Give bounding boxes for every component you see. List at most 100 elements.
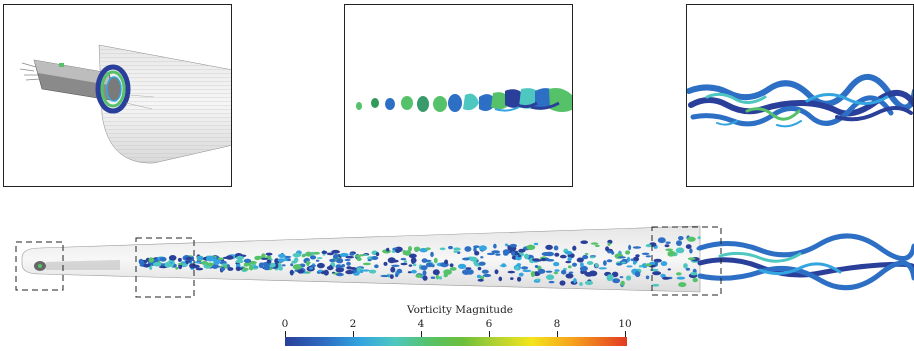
vortex-blob — [206, 255, 215, 262]
vortex-blob — [339, 252, 349, 257]
vortex-blob — [625, 250, 631, 255]
vortex-blob — [559, 280, 566, 286]
vortex-blob — [220, 266, 225, 272]
vortex-blob — [495, 253, 501, 256]
vortex-blob — [443, 269, 452, 275]
vortex-blob — [362, 269, 370, 272]
inlet-render — [19, 44, 231, 164]
vortex-blob — [277, 262, 282, 269]
vortex-blob — [391, 250, 396, 253]
vortex-blob — [301, 254, 306, 258]
vortex-blob — [400, 257, 407, 261]
vortex-blob — [478, 261, 486, 266]
inset-panel-wake — [686, 4, 914, 187]
vortex-blob — [632, 260, 637, 265]
vortex-blob — [466, 269, 474, 275]
vortex-blob — [567, 265, 572, 269]
vortex-blob — [477, 266, 482, 271]
colorbar-title: Vorticity Magnitude — [406, 304, 514, 316]
vortex-blob — [572, 262, 577, 267]
vortex-blob — [197, 256, 204, 261]
full-domain-view — [0, 218, 914, 300]
vortex-blob — [260, 257, 268, 260]
vortex-blob — [616, 262, 623, 266]
vortex-blob — [389, 274, 394, 279]
vortex-blob — [258, 262, 264, 269]
vortex-blob — [243, 258, 252, 263]
vortex-blob — [665, 248, 674, 252]
vortex-blob — [626, 275, 632, 281]
vortex-blob — [501, 263, 506, 268]
vortex-blob — [633, 256, 640, 262]
vortex-blob — [403, 250, 412, 256]
vortex-blob — [697, 236, 701, 240]
vortex-blob — [223, 265, 228, 269]
vortex-blob — [653, 258, 662, 263]
vortex-blob — [375, 252, 380, 257]
vortex-blob — [316, 257, 323, 260]
vortex-blob — [425, 262, 433, 268]
colorbar-tick-label-4: 4 — [417, 318, 425, 330]
vortex-blob — [215, 265, 221, 268]
vortex-blob — [645, 275, 650, 280]
wake-vortex — [718, 251, 802, 263]
vortex-blob — [676, 272, 682, 276]
colorbar-tick-4 — [421, 331, 422, 337]
vortex-blob — [498, 276, 503, 282]
vortex-blob — [253, 265, 259, 268]
colorbar-tick-label-0: 0 — [281, 318, 289, 330]
vortex-blob — [364, 254, 368, 256]
vortex-blob — [439, 247, 446, 251]
vortex-blob — [612, 278, 621, 284]
vortex-blob — [524, 253, 529, 260]
vortex-blob — [263, 264, 270, 271]
vortex-blob — [606, 259, 613, 263]
vortex-blob — [346, 261, 351, 266]
vortex-blob — [213, 259, 221, 265]
vortex-blob — [660, 261, 668, 267]
vortex-blob — [374, 264, 379, 269]
vortex-blob — [607, 250, 612, 254]
vortex-blob — [221, 263, 228, 266]
vortex-blob — [435, 273, 439, 280]
vortex-blob — [326, 265, 334, 271]
vortex-blob — [395, 272, 399, 278]
vortex-blob — [278, 253, 286, 258]
vortex-blob — [248, 264, 254, 271]
colorbar-tick-8 — [557, 331, 558, 337]
vortex-blob — [530, 271, 536, 277]
vortex-blob — [148, 257, 154, 263]
vortex-blob — [634, 271, 641, 278]
vortex-blob — [526, 244, 536, 250]
vortex-blob — [584, 280, 594, 285]
vortex-blob — [491, 250, 501, 254]
vortex-blob — [421, 258, 428, 263]
vortex-blob — [331, 249, 340, 254]
vortex-blob — [494, 269, 499, 275]
vortex-blob — [534, 265, 539, 268]
wake-render — [687, 74, 913, 128]
vortex-blob — [449, 267, 457, 271]
vortex-blob — [586, 261, 594, 265]
vortex-blob — [676, 240, 682, 246]
vortex-blob — [645, 255, 651, 258]
vortex-blob — [632, 246, 642, 249]
vortex-blob — [603, 260, 607, 266]
vortex-blob — [579, 282, 583, 286]
vortex-blob — [362, 262, 371, 266]
vortex-blob — [383, 261, 388, 266]
vortex-blob — [408, 253, 417, 259]
vortex-blob — [335, 267, 344, 273]
vortex-blob — [620, 280, 625, 286]
vortex-blob — [565, 260, 572, 264]
vortex-blob — [349, 252, 355, 256]
zoom-box-wake — [651, 226, 722, 296]
vortex-blob — [185, 257, 193, 260]
vortex-blob — [354, 254, 362, 258]
vortex-blob — [618, 256, 626, 259]
vortex-blob — [606, 274, 614, 281]
vortex-blob — [164, 261, 171, 268]
colorbar-tick-label-6: 6 — [485, 318, 493, 330]
vortex-blob — [235, 259, 244, 264]
vortex-blob — [413, 246, 421, 252]
